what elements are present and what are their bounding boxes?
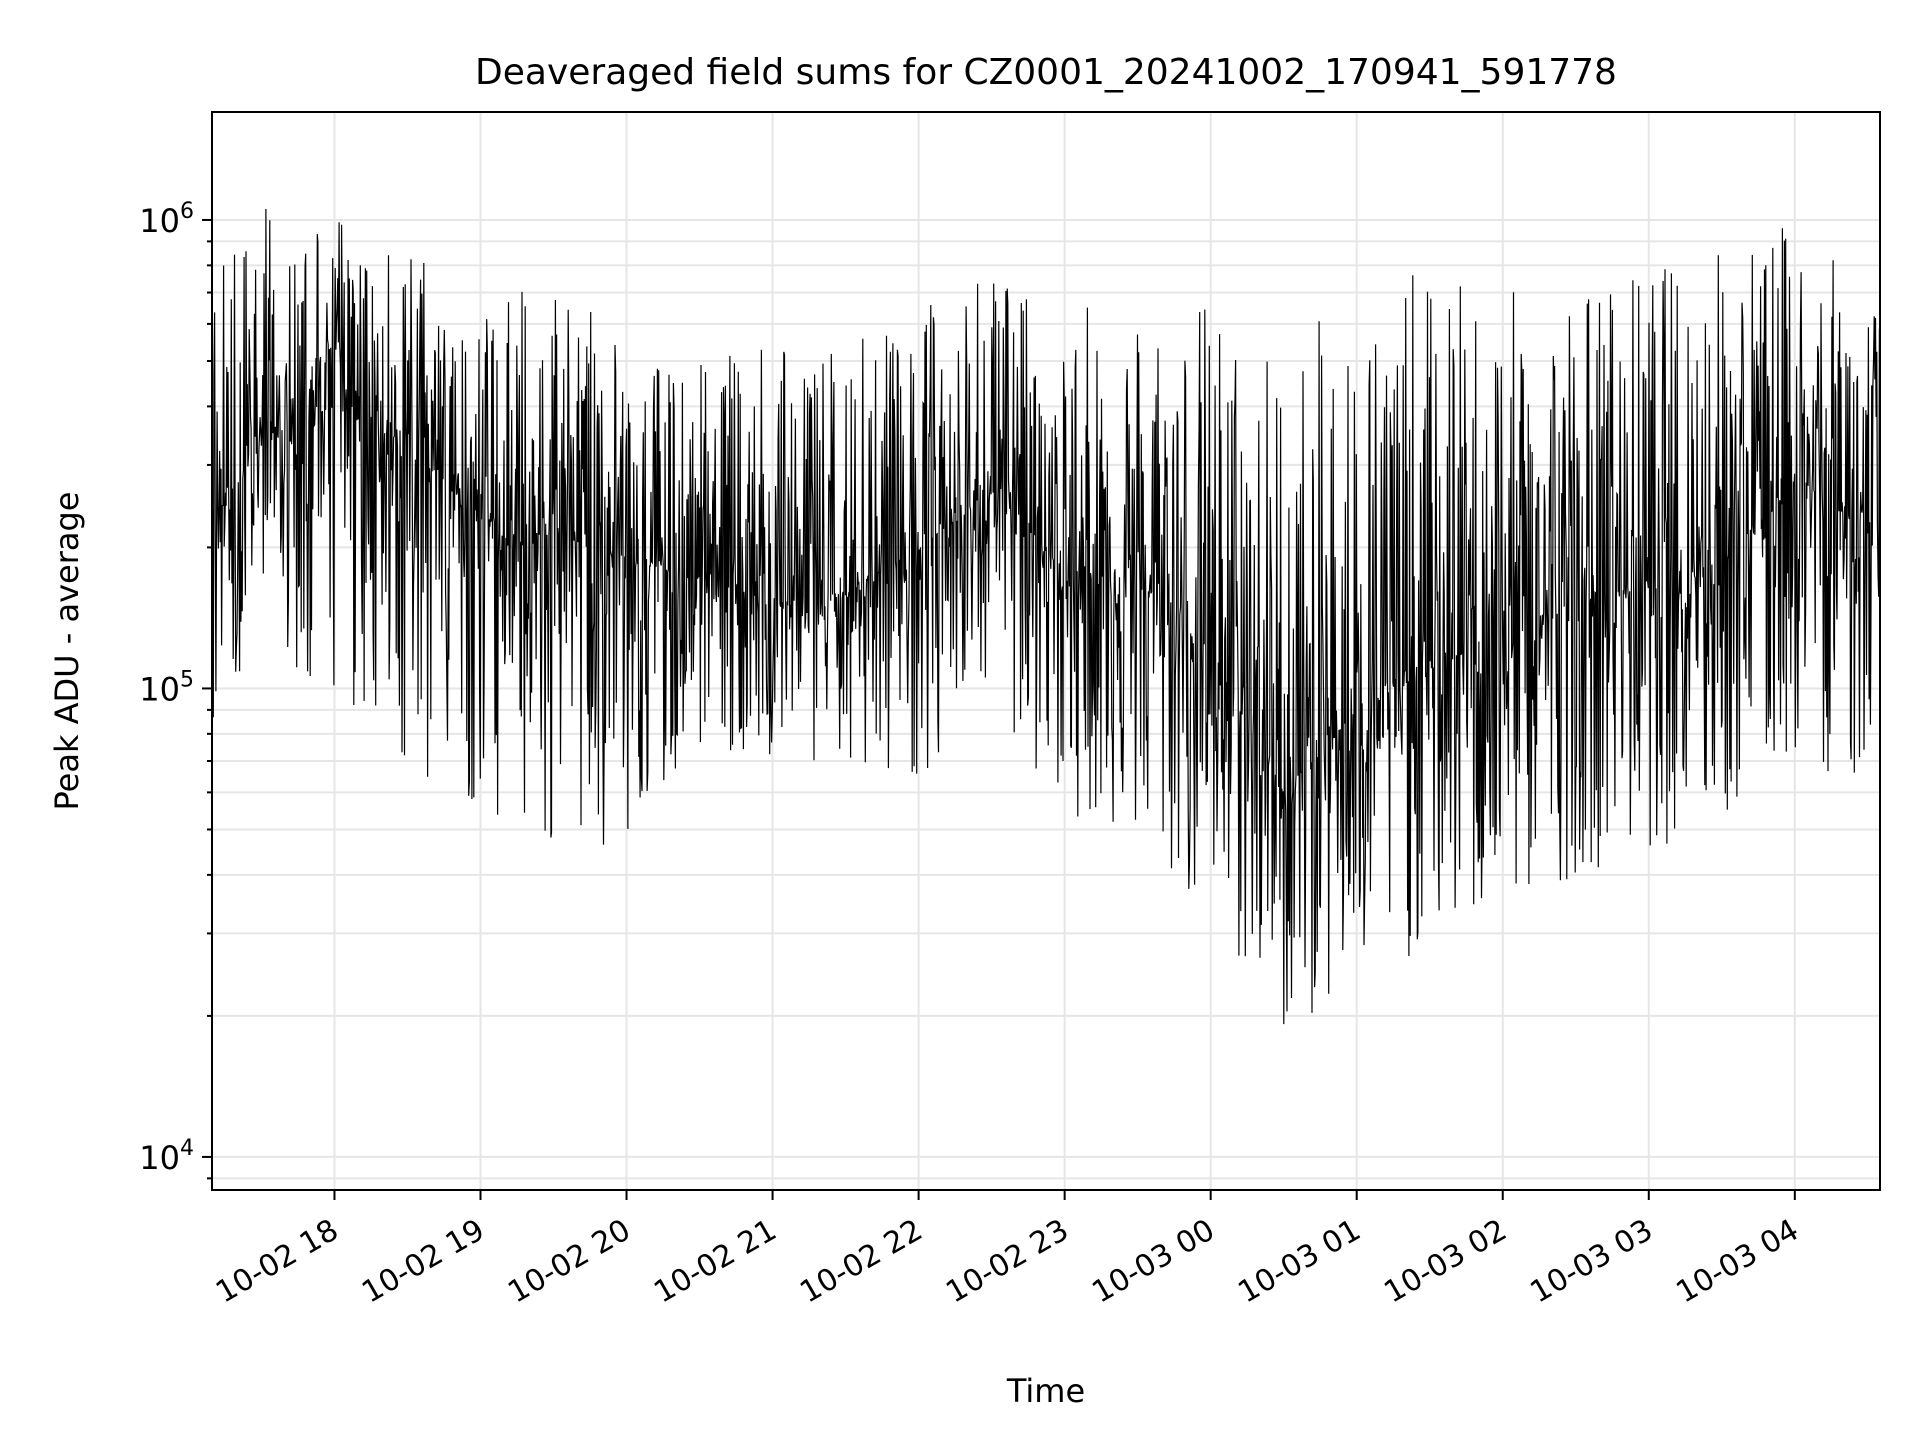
x-tick-label: 10-02 18 (210, 1213, 344, 1311)
y-tick-label: 104 (139, 1136, 194, 1177)
x-tick-label: 10-03 00 (1086, 1213, 1220, 1311)
chart-title: Deaveraged field sums for CZ0001_2024100… (475, 52, 1617, 93)
x-tick-label: 10-03 02 (1378, 1213, 1512, 1311)
y-axis-label: Peak ADU - average (48, 492, 86, 811)
x-tick-label: 10-02 20 (502, 1213, 636, 1311)
x-axis-label: Time (1006, 1372, 1085, 1410)
plot-layer (211, 208, 1881, 1025)
x-tick-label: 10-03 01 (1232, 1213, 1366, 1311)
y-tick-label: 105 (139, 667, 194, 708)
x-tick-label: 10-02 21 (648, 1213, 782, 1311)
y-tick-label: 106 (139, 199, 194, 240)
x-tick-label: 10-02 23 (940, 1213, 1074, 1311)
x-tick-label: 10-02 22 (794, 1213, 928, 1311)
x-tick-label: 10-03 04 (1670, 1213, 1804, 1311)
x-tick-label: 10-02 19 (356, 1213, 490, 1311)
plot-frame (211, 111, 1881, 1191)
series-line (211, 208, 1881, 1025)
x-tick-label: 10-03 03 (1524, 1213, 1658, 1311)
